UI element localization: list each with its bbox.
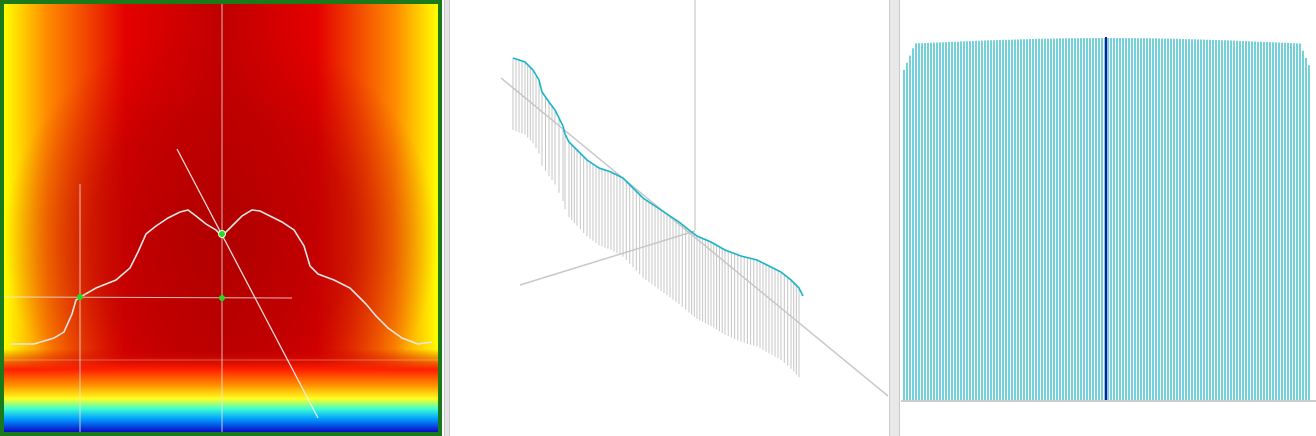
column-profile-view[interactable] — [901, 0, 1316, 436]
section-line-diagonal[interactable] — [176, 148, 319, 419]
axis-width — [519, 230, 696, 286]
pane-splitter-right[interactable] — [889, 0, 900, 436]
surface-stems — [512, 58, 800, 378]
surface-edge-curve — [512, 57, 804, 297]
profile-bars — [903, 38, 1310, 400]
pane-splitter-left[interactable] — [444, 0, 450, 436]
3d-perspective-view[interactable] — [451, 0, 888, 436]
section-marker-top[interactable] — [218, 230, 226, 238]
crosshair-horizontal[interactable] — [4, 296, 293, 299]
heatmap-canvas[interactable] — [4, 4, 438, 432]
section-marker-left[interactable] — [77, 294, 83, 300]
heatmap-bottom-band — [4, 349, 438, 432]
perspective-canvas[interactable] — [451, 0, 888, 436]
section-marker-center[interactable] — [219, 295, 225, 301]
profile-canvas[interactable] — [901, 0, 1316, 436]
surface-heatmap-view[interactable] — [0, 0, 442, 436]
